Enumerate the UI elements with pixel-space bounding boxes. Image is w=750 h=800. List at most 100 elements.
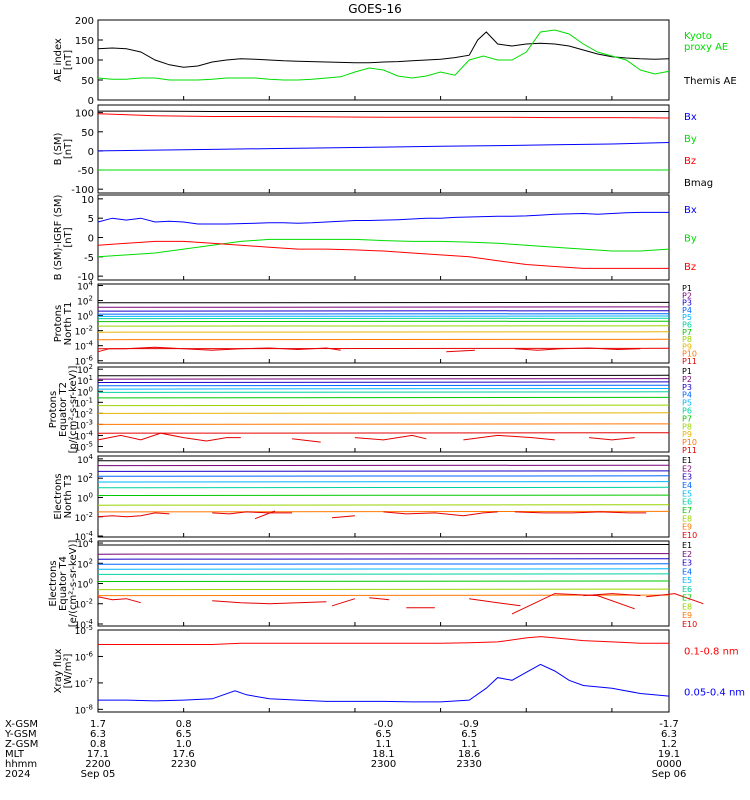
series-line-themis-ae xyxy=(97,31,670,68)
y-tick-label-pn: 104 xyxy=(77,280,93,293)
y-axis-label-line: Electrons xyxy=(48,560,59,606)
ephemeris-value: 0.8 xyxy=(90,739,106,750)
channel-label-p7: P7 xyxy=(682,328,692,337)
ephemeris-value: 2300 xyxy=(371,759,396,770)
series-line-bz xyxy=(97,113,670,119)
ephemeris-value: 6.5 xyxy=(176,729,192,740)
channel-line-p2 xyxy=(97,378,670,380)
channel-label-e2: E2 xyxy=(682,550,692,559)
channel-label-p5: P5 xyxy=(682,399,692,408)
channel-segment-e10 xyxy=(332,515,355,519)
y-tick-label-ae: 50 xyxy=(81,76,94,87)
y-tick-label-bsm: 50 xyxy=(81,128,94,139)
channel-label-p2: P2 xyxy=(682,375,692,384)
ephemeris-value: 2200 xyxy=(85,759,110,770)
channel-label-e2: E2 xyxy=(682,464,692,473)
legend-label-bx: Bx xyxy=(684,205,697,216)
y-tick-label-bigrf: -10 xyxy=(78,272,94,283)
channel-label-e8: E8 xyxy=(682,514,692,523)
y-tick-label-xray: 10-7 xyxy=(75,677,93,690)
channel-label-p4: P4 xyxy=(682,306,692,315)
channel-line-p8 xyxy=(97,404,670,407)
y-tick-label-pe: 10-4 xyxy=(75,429,94,442)
panel-frame-ae xyxy=(97,19,670,101)
channel-segment-p11 xyxy=(97,432,241,442)
y-axis-label-line: [W/m²] xyxy=(63,653,74,688)
ephemeris-value: 1.7 xyxy=(90,719,106,730)
ephemeris-value: -1.7 xyxy=(659,719,679,730)
channel-label-e6: E6 xyxy=(682,498,692,507)
channel-segment-p11 xyxy=(446,349,475,353)
channel-segment-e10 xyxy=(254,510,276,520)
channel-label-e10: E10 xyxy=(682,620,697,629)
channel-segment-e10 xyxy=(97,512,170,518)
legend-label-themis-ae: Themis AE xyxy=(683,76,737,87)
y-tick-label-pn: 10-6 xyxy=(75,355,94,368)
legend-label-by: By xyxy=(684,234,697,245)
channel-line-p10 xyxy=(97,423,670,425)
channel-segment-e10 xyxy=(511,593,635,615)
channel-label-e1: E1 xyxy=(682,541,692,550)
legend-label-bmag: Bmag xyxy=(684,178,713,189)
channel-label-p10: P10 xyxy=(682,350,697,359)
y-tick-label-en: 102 xyxy=(77,472,93,485)
channel-label-p3: P3 xyxy=(682,299,692,308)
channel-segment-e10 xyxy=(583,593,641,597)
ephemeris-value: 1.1 xyxy=(461,739,477,750)
channel-label-p6: P6 xyxy=(682,407,692,416)
series-line-0-1-0-8-nm xyxy=(98,636,669,645)
legend-label-by: By xyxy=(684,134,697,145)
y-axis-label-xray: Xray flux [W/m²] xyxy=(53,649,74,694)
y-tick-label-bigrf: -5 xyxy=(84,253,94,264)
y-tick-label-ee: 10-2 xyxy=(75,598,93,611)
channel-segment-p11 xyxy=(292,438,321,443)
legend-label-kyoto-proxy-ae: proxy AE xyxy=(684,42,728,53)
channel-line-e3 xyxy=(97,558,670,560)
ephemeris-value: 0000 xyxy=(656,759,681,770)
y-axis-label-line: Equator T2 xyxy=(58,382,69,437)
channel-line-e6 xyxy=(97,486,670,489)
channel-segment-e10 xyxy=(469,598,521,607)
y-tick-label-pn: 102 xyxy=(77,295,93,308)
y-tick-label-pe: 102 xyxy=(77,363,93,376)
y-axis-label-line: North T3 xyxy=(63,475,74,519)
panel-frame-pn xyxy=(97,283,670,364)
channel-label-p8: P8 xyxy=(682,422,692,431)
channel-label-e6: E6 xyxy=(682,585,692,594)
channel-line-e4 xyxy=(97,563,670,565)
legend-label-0-1-0-8-nm: 0.1-0.8 nm xyxy=(684,647,739,658)
y-tick-label-bigrf: 0 xyxy=(88,234,94,245)
channel-label-p11: P11 xyxy=(682,446,697,455)
channel-segment-e10 xyxy=(212,600,327,605)
channel-label-e7: E7 xyxy=(682,506,692,515)
channel-line-p3 xyxy=(97,381,670,383)
y-axis-label-line: Xray flux xyxy=(53,649,64,694)
y-axis-label-line: Electrons xyxy=(53,473,64,519)
channel-label-e4: E4 xyxy=(682,567,692,576)
channel-segment-p11 xyxy=(589,437,635,441)
channel-line-p4 xyxy=(97,384,670,387)
channel-line-p7 xyxy=(97,396,670,399)
y-tick-label-xray: 10-8 xyxy=(75,703,93,716)
y-tick-label-ae: 200 xyxy=(75,16,94,27)
channel-line-p9 xyxy=(97,412,670,414)
y-tick-label-ae: 150 xyxy=(75,36,94,47)
ephemeris-value: 18.1 xyxy=(372,749,394,760)
y-tick-label-pe: 100 xyxy=(77,385,93,398)
y-tick-label-pe: 10-5 xyxy=(75,440,93,453)
channel-label-p1: P1 xyxy=(682,284,692,293)
y-tick-label-xray: 10-5 xyxy=(75,624,93,637)
channel-line-p11 xyxy=(97,432,670,434)
channel-segment-p11 xyxy=(514,347,641,351)
panel-frame-bigrf xyxy=(97,194,670,281)
channel-label-p11: P11 xyxy=(682,357,697,366)
channel-label-p2: P2 xyxy=(682,291,692,300)
channel-line-e1 xyxy=(97,459,670,462)
channel-label-e9: E9 xyxy=(682,611,692,620)
ephemeris-row-label: Y-GSM xyxy=(4,729,37,740)
legend-label-kyoto-proxy-ae: Kyoto xyxy=(684,31,712,42)
y-tick-label-en: 104 xyxy=(77,453,93,466)
y-tick-label-en: 10-2 xyxy=(75,511,93,524)
channel-label-p6: P6 xyxy=(682,321,692,330)
figure-title: GOES-16 xyxy=(348,2,402,16)
